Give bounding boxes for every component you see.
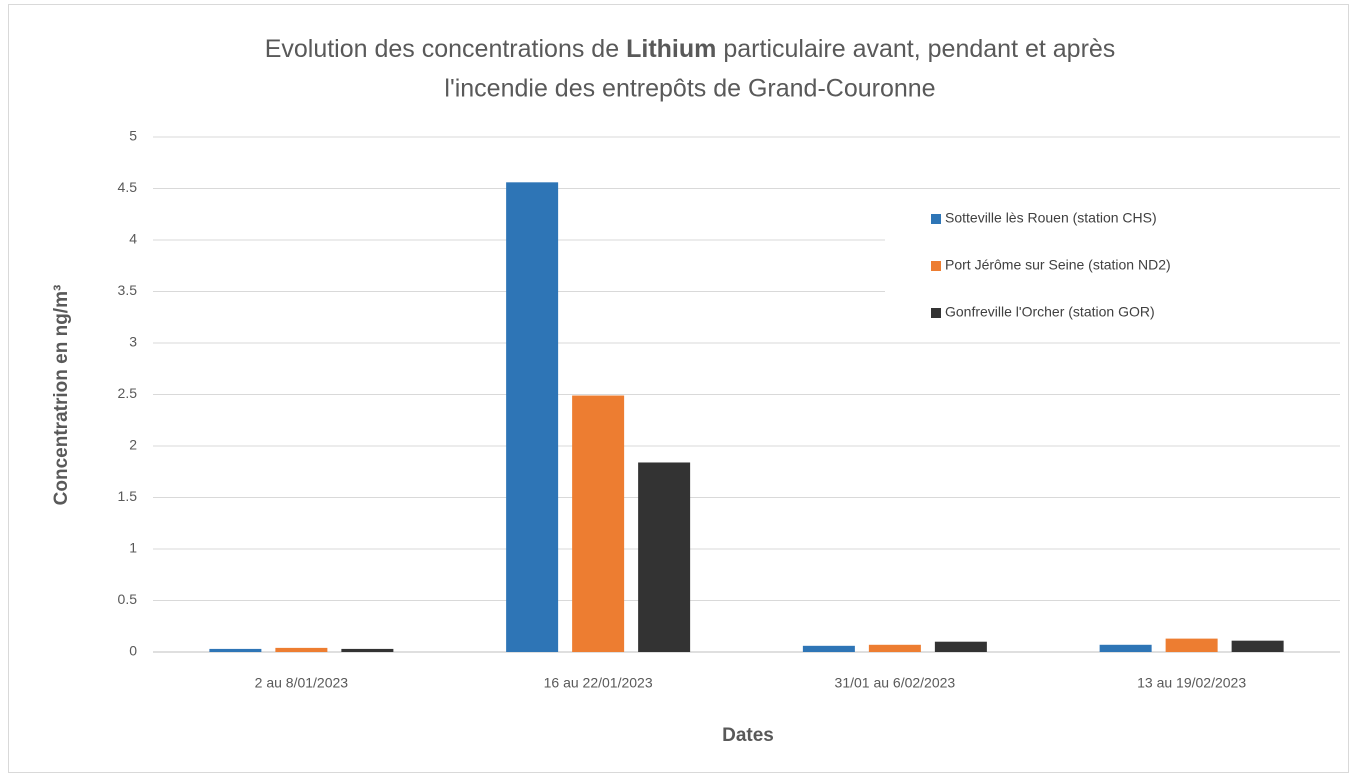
y-tick-label: 5 [129,128,137,144]
legend-box [885,190,1340,335]
legend-label: Gonfreville l'Orcher (station GOR) [945,304,1155,320]
y-tick-label: 2 [129,437,137,453]
bar [1099,644,1152,652]
bar [868,644,921,652]
chart-border [8,4,1349,773]
legend-swatch [931,261,941,271]
bar [1231,640,1284,652]
chart-title: l'incendie des entrepôts de Grand-Couron… [444,75,935,103]
x-axis-title: Dates [722,725,774,746]
x-tick-label: 16 au 22/01/2023 [544,675,653,691]
y-tick-label: 2.5 [118,385,138,401]
title-part: Evolution des concentrations de [265,35,619,63]
y-tick-label: 4 [129,231,137,247]
legend-label: Port Jérôme sur Seine (station ND2) [945,257,1171,273]
legend-swatch [931,214,941,224]
y-tick-label: 1 [129,540,137,556]
title-part: particulaire avant, pendant et après [723,35,1115,63]
bar [275,647,328,652]
x-tick-label: 31/01 au 6/02/2023 [835,675,956,691]
bar [209,648,262,652]
y-tick-label: 3 [129,334,137,350]
y-tick-label: 3.5 [118,282,138,298]
legend-swatch [931,308,941,318]
y-tick-label: 0.5 [118,591,138,607]
bar [506,182,559,652]
x-tick-label: 2 au 8/01/2023 [255,675,349,691]
bar [802,645,855,652]
bar [341,648,394,652]
legend-label: Sotteville lès Rouen (station CHS) [945,210,1157,226]
chart-title: Evolution des concentrations de Lithium pa… [265,35,1116,63]
y-tick-label: 4.5 [118,179,138,195]
bar [638,462,691,652]
y-tick-label: 1.5 [118,488,138,504]
title-part: Lithium [626,35,716,63]
y-axis-title: Concentratrion en ng/m³ [51,285,72,506]
bar [572,395,625,652]
bar [934,641,987,652]
x-tick-label: 13 au 19/02/2023 [1137,675,1246,691]
y-tick-label: 0 [129,643,137,659]
bar [1165,638,1218,652]
